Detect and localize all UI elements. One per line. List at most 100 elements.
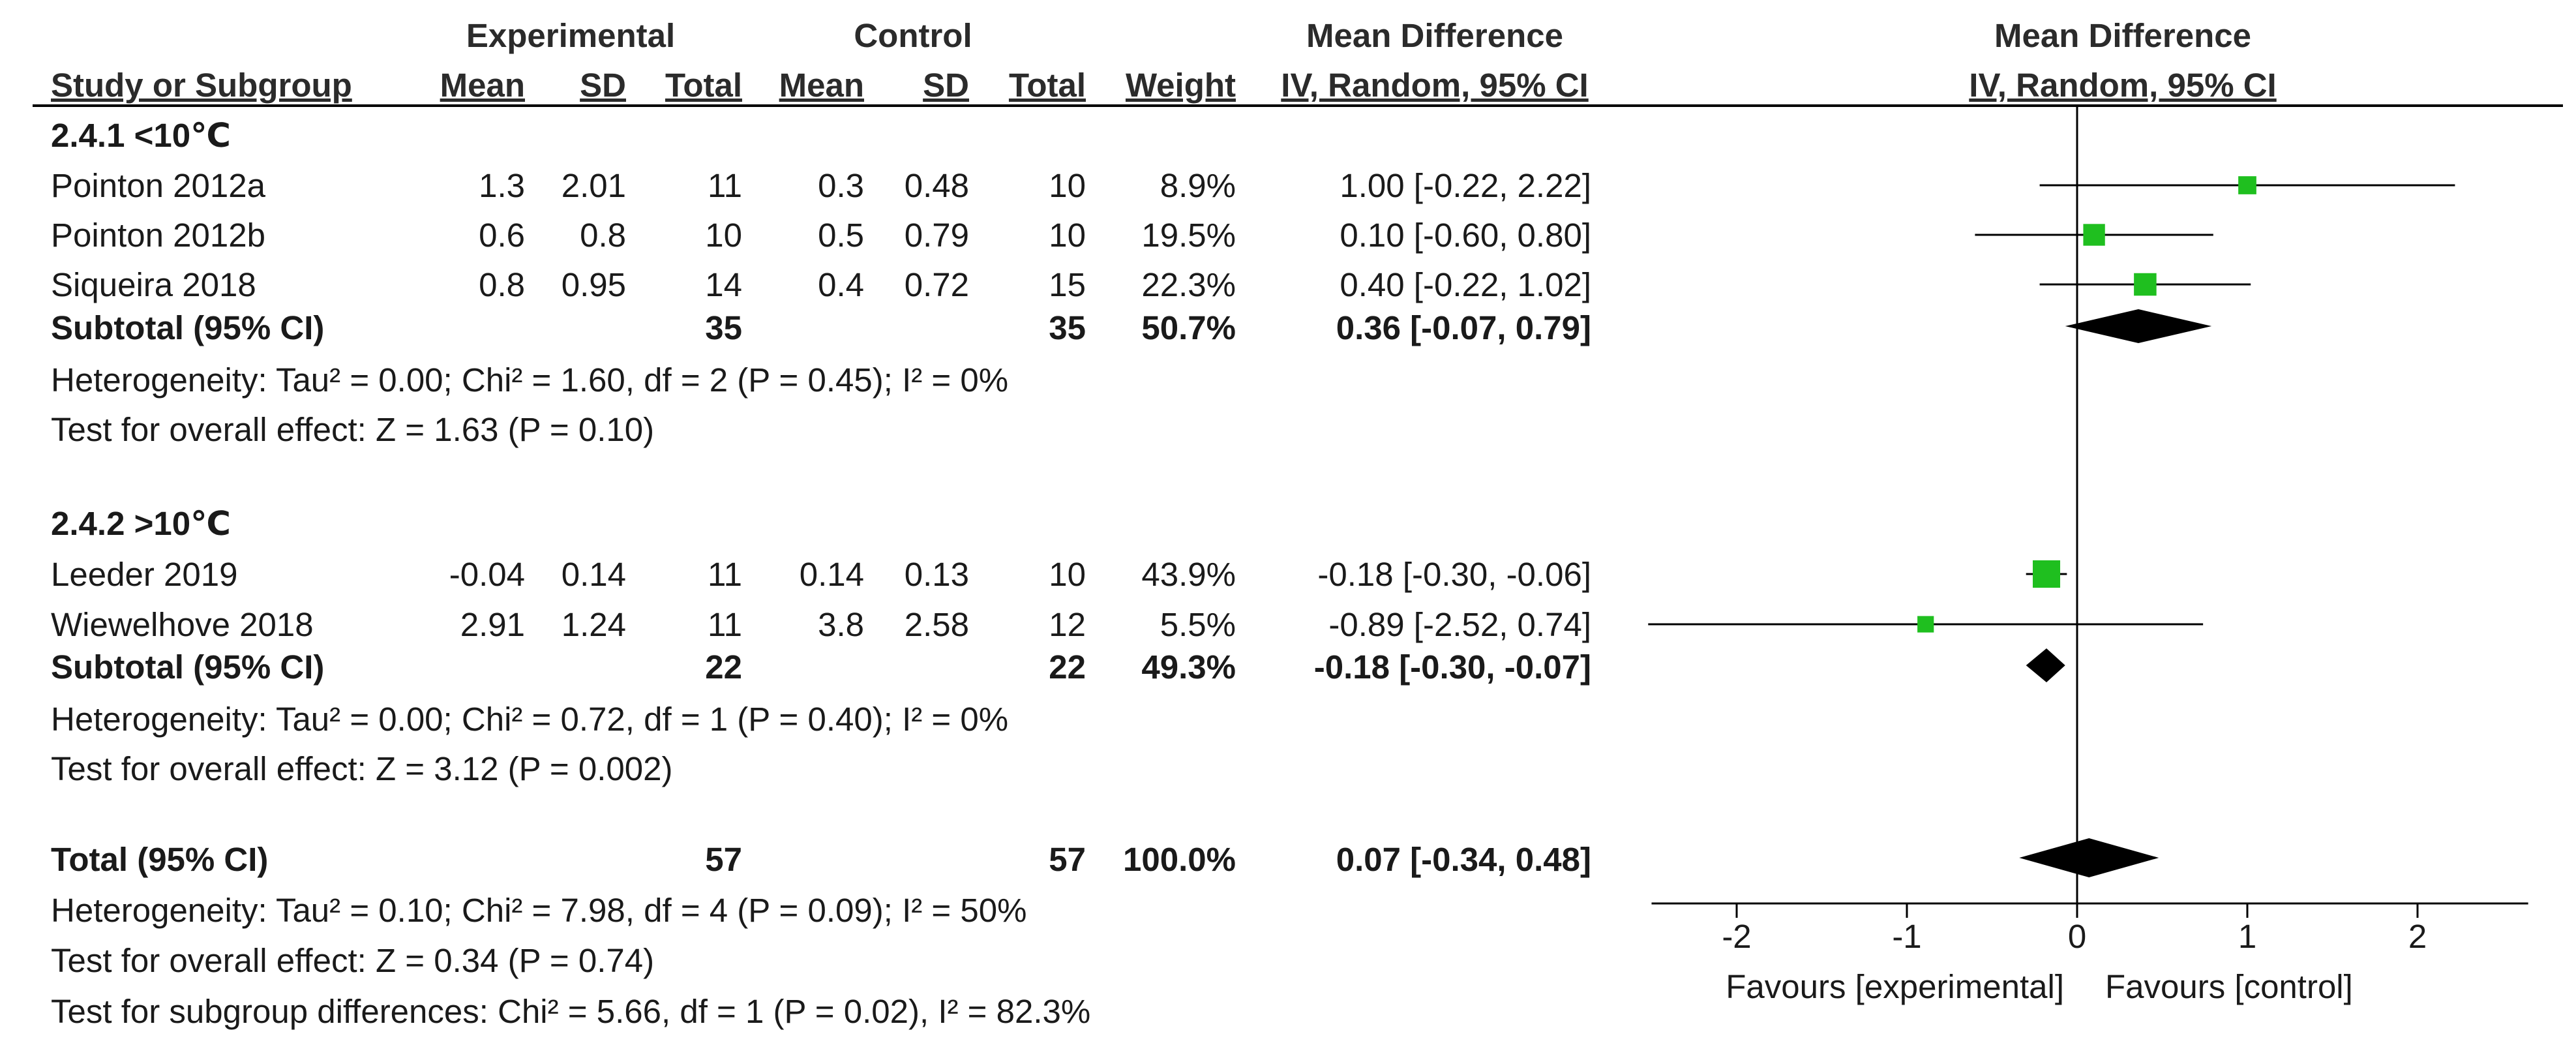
exp-total: 22 xyxy=(705,648,742,686)
subgroup-title: 2.4.2 >10℃ xyxy=(51,505,231,542)
study-marker xyxy=(2134,273,2157,296)
col-exp-total: Total xyxy=(665,67,742,104)
weight: 19.5% xyxy=(1141,217,1236,254)
ctl-total: 22 xyxy=(1049,648,1086,686)
exp-sd: 0.8 xyxy=(580,217,626,254)
ctl-sd: 0.79 xyxy=(905,217,969,254)
favours-experimental: Favours [experimental] xyxy=(1726,968,2064,1005)
weight: 100.0% xyxy=(1123,841,1236,878)
exp-mean: 2.91 xyxy=(460,606,525,643)
ci-value: 0.40 [-0.22, 1.02] xyxy=(1340,266,1591,303)
ci-value: 1.00 [-0.22, 2.22] xyxy=(1340,167,1591,204)
favours-control: Favours [control] xyxy=(2105,968,2353,1005)
ctl-sd: 0.72 xyxy=(905,266,969,303)
subtotal-label: Subtotal (95% CI) xyxy=(51,309,324,346)
table-row: Pointon 2012b 0.6 0.8 10 0.5 0.79 10 19.… xyxy=(51,217,1591,254)
subtotal-diamond xyxy=(2026,648,2065,682)
experimental-header: Experimental xyxy=(466,17,675,54)
ctl-total: 57 xyxy=(1049,841,1086,878)
ctl-mean: 0.14 xyxy=(800,556,864,593)
ctl-total: 12 xyxy=(1049,606,1086,643)
ctl-total: 10 xyxy=(1049,556,1086,593)
weight: 50.7% xyxy=(1141,309,1236,346)
study-marker xyxy=(2238,176,2256,194)
weight: 8.9% xyxy=(1160,167,1236,204)
total-label: Total (95% CI) xyxy=(51,841,268,878)
ctl-mean: 0.3 xyxy=(818,167,864,204)
x-tick-label: 0 xyxy=(2068,918,2086,955)
study-name: Pointon 2012b xyxy=(51,217,265,254)
mean-difference-header: Mean Difference xyxy=(1306,17,1563,54)
subtotal-label: Subtotal (95% CI) xyxy=(51,648,324,686)
overall-effect-text: Test for overall effect: Z = 3.12 (P = 0… xyxy=(51,750,672,787)
exp-total: 14 xyxy=(705,266,742,303)
table-row: Pointon 2012a 1.3 2.01 11 0.3 0.48 10 8.… xyxy=(51,167,1591,204)
col-exp-sd: SD xyxy=(580,67,626,104)
exp-sd: 1.24 xyxy=(562,606,626,643)
study-name: Pointon 2012a xyxy=(51,167,266,204)
col-exp-mean: Mean xyxy=(440,67,525,104)
ctl-sd: 0.48 xyxy=(905,167,969,204)
weight: 5.5% xyxy=(1160,606,1236,643)
exp-total: 11 xyxy=(708,167,742,204)
col-ctl-mean: Mean xyxy=(779,67,864,104)
x-tick-label: 1 xyxy=(2238,918,2256,955)
plot-title: Mean Difference xyxy=(1994,17,2251,54)
total-overall-effect-text: Test for overall effect: Z = 0.34 (P = 0… xyxy=(51,942,654,979)
exp-mean: -0.04 xyxy=(449,556,525,593)
study-name: Siqueira 2018 xyxy=(51,266,256,303)
subtotal-row: Subtotal (95% CI) 22 22 49.3% -0.18 [-0.… xyxy=(51,648,1591,686)
exp-mean: 1.3 xyxy=(479,167,525,204)
heterogeneity-text: Heterogeneity: Tau² = 0.00; Chi² = 1.60,… xyxy=(51,361,1008,399)
total-diamond xyxy=(2019,838,2159,877)
ctl-mean: 3.8 xyxy=(818,606,864,643)
subgroup-differences-text: Test for subgroup differences: Chi² = 5.… xyxy=(51,993,1090,1030)
study-name: Wiewelhove 2018 xyxy=(51,606,314,643)
col-study: Study or Subgroup xyxy=(51,67,352,104)
col-weight: Weight xyxy=(1126,67,1236,104)
ctl-total: 10 xyxy=(1049,167,1086,204)
ctl-total: 15 xyxy=(1049,266,1086,303)
ctl-mean: 0.4 xyxy=(818,266,864,303)
col-ctl-total: Total xyxy=(1009,67,1086,104)
subtotal-diamond xyxy=(2065,309,2212,343)
study-marker xyxy=(1917,616,1934,633)
plot-subtitle: IV, Random, 95% CI xyxy=(1969,67,2276,104)
ci-value: 0.07 [-0.34, 0.48] xyxy=(1336,841,1591,878)
study-name: Leeder 2019 xyxy=(51,556,237,593)
subgroup-title: 2.4.1 <10℃ xyxy=(51,117,231,154)
exp-mean: 0.6 xyxy=(479,217,525,254)
total-row: Total (95% CI) 57 57 100.0% 0.07 [-0.34,… xyxy=(51,841,1591,878)
weight: 49.3% xyxy=(1141,648,1236,686)
x-tick-label: -1 xyxy=(1892,918,1921,955)
ctl-total: 10 xyxy=(1049,217,1086,254)
exp-mean: 0.8 xyxy=(479,266,525,303)
ctl-total: 35 xyxy=(1049,309,1086,346)
heterogeneity-text: Heterogeneity: Tau² = 0.00; Chi² = 0.72,… xyxy=(51,701,1008,738)
ctl-mean: 0.5 xyxy=(818,217,864,254)
overall-effect-text: Test for overall effect: Z = 1.63 (P = 0… xyxy=(51,411,654,448)
ctl-sd: 2.58 xyxy=(905,606,969,643)
total-heterogeneity-text: Heterogeneity: Tau² = 0.10; Chi² = 7.98,… xyxy=(51,892,1026,929)
ctl-sd: 0.13 xyxy=(905,556,969,593)
exp-total: 35 xyxy=(705,309,742,346)
control-header: Control xyxy=(854,17,972,54)
plot-area: -2 -1 0 1 2 xyxy=(1648,106,2528,955)
ci-value: -0.18 [-0.30, -0.07] xyxy=(1314,648,1591,686)
exp-sd: 2.01 xyxy=(562,167,626,204)
ci-value: -0.89 [-2.52, 0.74] xyxy=(1328,606,1591,643)
weight: 22.3% xyxy=(1141,266,1236,303)
study-marker xyxy=(2083,224,2105,246)
weight: 43.9% xyxy=(1141,556,1236,593)
ci-value: -0.18 [-0.30, -0.06] xyxy=(1317,556,1591,593)
exp-total: 10 xyxy=(705,217,742,254)
table-row: Leeder 2019 -0.04 0.14 11 0.14 0.13 10 4… xyxy=(51,556,1591,593)
x-tick-label: 2 xyxy=(2408,918,2427,955)
exp-total: 57 xyxy=(705,841,742,878)
exp-total: 11 xyxy=(708,556,742,593)
exp-sd: 0.14 xyxy=(562,556,626,593)
table-row: Wiewelhove 2018 2.91 1.24 11 3.8 2.58 12… xyxy=(51,606,1591,643)
subtotal-row: Subtotal (95% CI) 35 35 50.7% 0.36 [-0.0… xyxy=(51,309,1591,346)
table-row: Siqueira 2018 0.8 0.95 14 0.4 0.72 15 22… xyxy=(51,266,1591,303)
